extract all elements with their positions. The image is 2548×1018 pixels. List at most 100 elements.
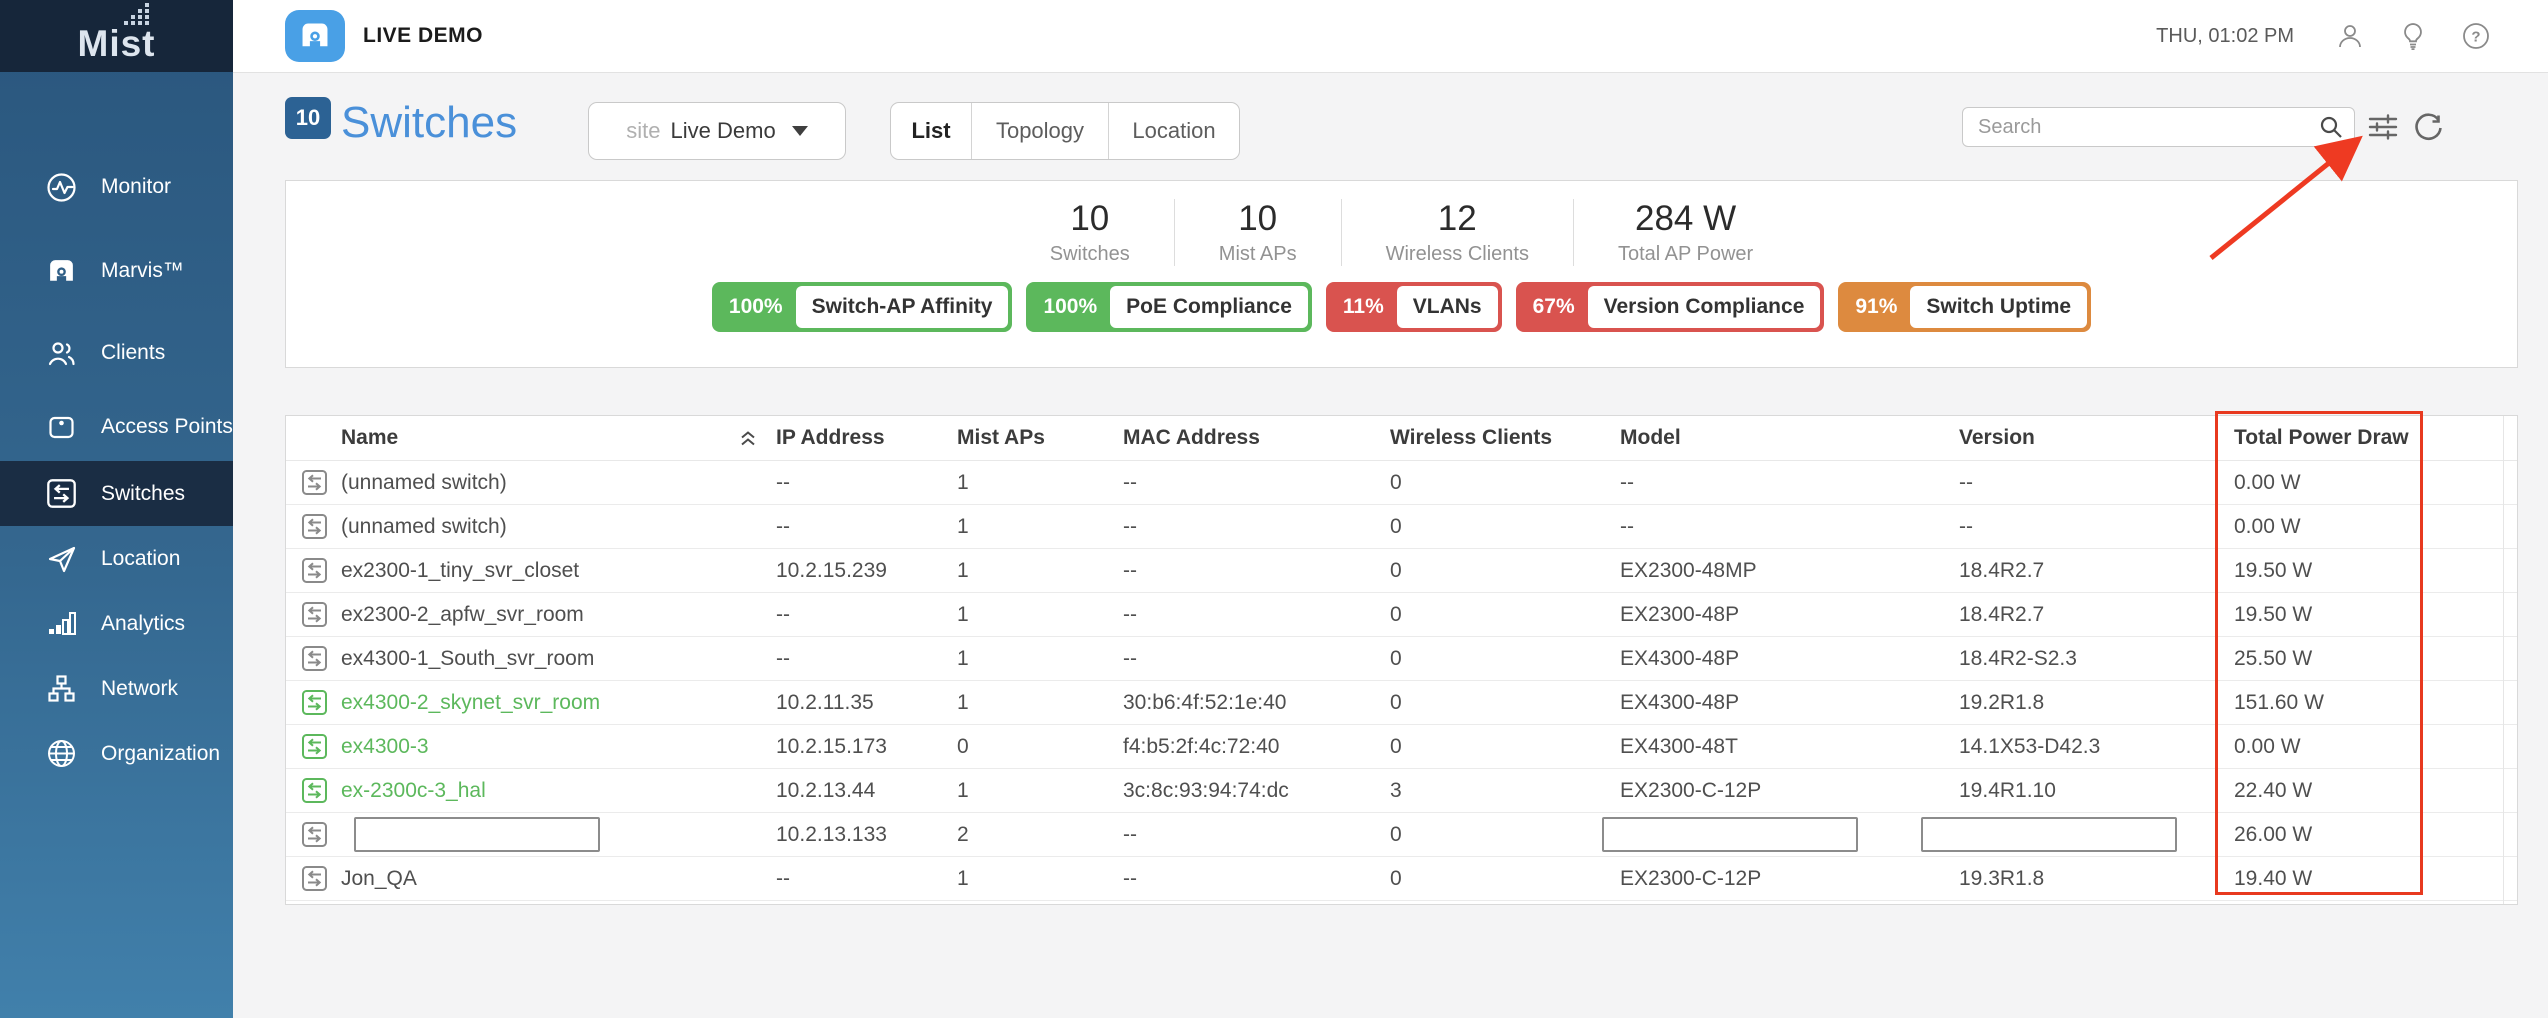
account-icon[interactable] — [2336, 22, 2364, 50]
cell-model: EX4300-48T — [1620, 734, 1738, 758]
cell-wireless-clients: 0 — [1390, 822, 1402, 846]
table-row[interactable]: ex4300-1_South_svr_room -- 1 -- 0 EX4300… — [286, 637, 2517, 681]
badge-label: VLANs — [1396, 286, 1498, 328]
org-avatar[interactable] — [285, 10, 345, 62]
stat-value: 10 — [1070, 199, 1110, 238]
cell-ip: -- — [776, 514, 790, 538]
table-row[interactable]: (unnamed switch) -- 1 -- 0 -- -- 0.00 W — [286, 461, 2517, 505]
col-header-wireless-clients[interactable]: Wireless Clients — [1390, 426, 1553, 449]
cell-ip: 10.2.15.173 — [776, 734, 887, 758]
cell-mist-aps: 1 — [957, 514, 969, 538]
marvis-icon — [46, 256, 77, 287]
whats-new-icon[interactable] — [2400, 22, 2426, 50]
table-row[interactable]: Jon_QA -- 1 -- 0 EX2300-C-12P 19.3R1.8 1… — [286, 857, 2517, 901]
search-input[interactable] — [1962, 107, 2355, 147]
tab-location[interactable]: Location — [1108, 103, 1239, 159]
col-header-ip[interactable]: IP Address — [776, 426, 885, 449]
cell-mist-aps: 1 — [957, 558, 969, 582]
org-name[interactable]: LIVE DEMO — [363, 24, 484, 47]
access-points-icon — [46, 412, 77, 443]
sidebar-item-label: Analytics — [101, 611, 186, 635]
sidebar-item-analytics[interactable]: Analytics — [0, 591, 233, 656]
cell-power: 19.50 W — [2234, 558, 2313, 582]
switches-table: Name IP Address Mist APs MAC Address Wir… — [285, 415, 2518, 905]
sidebar-item-organization[interactable]: Organization — [0, 721, 233, 786]
cell-power: 26.00 W — [2234, 822, 2313, 846]
cell-model: EX2300-48P — [1620, 602, 1740, 626]
cell-wireless-clients: 0 — [1390, 514, 1402, 538]
switch-name[interactable]: ex-2300c-3_hal — [341, 778, 486, 802]
filter-sliders-button[interactable] — [2367, 112, 2399, 147]
table-row[interactable]: ex2300-2_apfw_svr_room -- 1 -- 0 EX2300-… — [286, 593, 2517, 637]
switch-name[interactable]: ex4300-3 — [341, 734, 429, 758]
clock-label: THU, 01:02 PM — [2156, 24, 2294, 47]
cell-ip: 10.2.13.44 — [776, 778, 876, 802]
switch-name-input[interactable] — [354, 817, 600, 852]
refresh-icon[interactable] — [2413, 113, 2443, 148]
stats-row: 10 Switches 10 Mist APs 12 Wireless Clie… — [286, 181, 2517, 266]
site-selector-value: Live Demo — [670, 118, 776, 143]
switch-name[interactable]: ex4300-2_skynet_svr_room — [341, 690, 601, 714]
cell-ip: 10.2.13.133 — [776, 822, 887, 846]
mist-logo-text: Mist — [77, 22, 156, 64]
table-row[interactable]: (unnamed switch) -- 1 -- 0 -- -- 0.00 W — [286, 505, 2517, 549]
table-row[interactable]: ex2300-1_tiny_svr_closet 10.2.15.239 1 -… — [286, 549, 2517, 593]
switch-name[interactable]: ex4300-1_South_svr_room — [341, 646, 595, 670]
badge-label: PoE Compliance — [1110, 286, 1308, 328]
switch-version-input[interactable] — [1921, 817, 2177, 852]
sidebar-item-switches[interactable]: Switches — [0, 461, 233, 526]
sidebar: Mist Monitor Marvis™ Clients — [0, 0, 233, 1018]
cell-mist-aps: 1 — [957, 778, 969, 802]
search-icon[interactable] — [2319, 115, 2343, 144]
switch-icon — [301, 469, 341, 496]
sidebar-item-label: Clients — [101, 341, 166, 364]
badge-percent: 67% — [1532, 295, 1575, 318]
table-row[interactable]: ex4300-2_skynet_svr_room 10.2.11.35 1 30… — [286, 681, 2517, 725]
switch-name[interactable]: Jon_QA — [341, 866, 417, 890]
switch-model-input[interactable] — [1602, 817, 1858, 852]
badge-poe-compliance[interactable]: 100% PoE Compliance — [1026, 282, 1312, 332]
topbar: LIVE DEMO THU, 01:02 PM ? — [233, 0, 2548, 73]
table-row[interactable]: ex-2300c-3_hal 10.2.13.44 1 3c:8c:93:94:… — [286, 769, 2517, 813]
cell-version: 18.4R2.7 — [1959, 602, 2045, 626]
sidebar-item-location[interactable]: Location — [0, 526, 233, 591]
switch-name[interactable]: ex2300-1_tiny_svr_closet — [341, 558, 580, 582]
help-icon[interactable]: ? — [2462, 22, 2490, 50]
sidebar-item-network[interactable]: Network — [0, 656, 233, 721]
cell-mist-aps: 2 — [957, 822, 969, 846]
tab-list[interactable]: List — [911, 118, 951, 143]
cell-version: 19.3R1.8 — [1959, 866, 2045, 890]
sidebar-item-monitor[interactable]: Monitor — [0, 145, 233, 229]
badge-version-compliance[interactable]: 67% Version Compliance — [1515, 282, 1825, 332]
col-header-name[interactable]: Name — [341, 426, 399, 449]
col-header-mist-aps[interactable]: Mist APs — [957, 426, 1045, 449]
table-row-editing[interactable]: 10.2.13.133 2 -- 0 26.00 W — [286, 813, 2517, 857]
switch-name[interactable]: ex2300-2_apfw_svr_room — [341, 602, 584, 626]
site-selector[interactable]: site Live Demo — [588, 102, 846, 160]
sidebar-item-label: Monitor — [101, 175, 172, 198]
stat-label: Wireless Clients — [1385, 243, 1529, 265]
col-header-total-power-draw[interactable]: Total Power Draw — [2234, 426, 2409, 449]
cell-mac: f4:b5:2f:4c:72:40 — [1123, 734, 1280, 758]
cell-mac: -- — [1123, 470, 1137, 494]
col-header-mac[interactable]: MAC Address — [1123, 426, 1260, 449]
mist-logo[interactable]: Mist — [77, 2, 156, 64]
sidebar-item-clients[interactable]: Clients — [0, 313, 233, 393]
switch-name[interactable]: (unnamed switch) — [341, 514, 507, 538]
tab-topology[interactable]: Topology — [971, 103, 1108, 159]
switch-name[interactable]: (unnamed switch) — [341, 470, 507, 494]
sidebar-item-marvis[interactable]: Marvis™ — [0, 229, 233, 313]
col-header-model[interactable]: Model — [1620, 426, 1681, 449]
badge-switch-ap-affinity[interactable]: 100% Switch-AP Affinity — [711, 282, 1013, 332]
cell-power: 25.50 W — [2234, 646, 2313, 670]
col-header-version[interactable]: Version — [1959, 426, 2035, 449]
sidebar-item-access-points[interactable]: Access Points — [0, 393, 233, 461]
switch-count-badge: 10 — [285, 97, 331, 139]
cell-ip: -- — [776, 866, 790, 890]
cell-mac: -- — [1123, 822, 1137, 846]
sort-ascending-icon[interactable] — [738, 428, 758, 448]
badge-vlans[interactable]: 11% VLANs — [1325, 282, 1502, 332]
cell-mist-aps: 1 — [957, 602, 969, 626]
table-row[interactable]: ex4300-3 10.2.15.173 0 f4:b5:2f:4c:72:40… — [286, 725, 2517, 769]
badge-switch-uptime[interactable]: 91% Switch Uptime — [1838, 282, 2092, 332]
